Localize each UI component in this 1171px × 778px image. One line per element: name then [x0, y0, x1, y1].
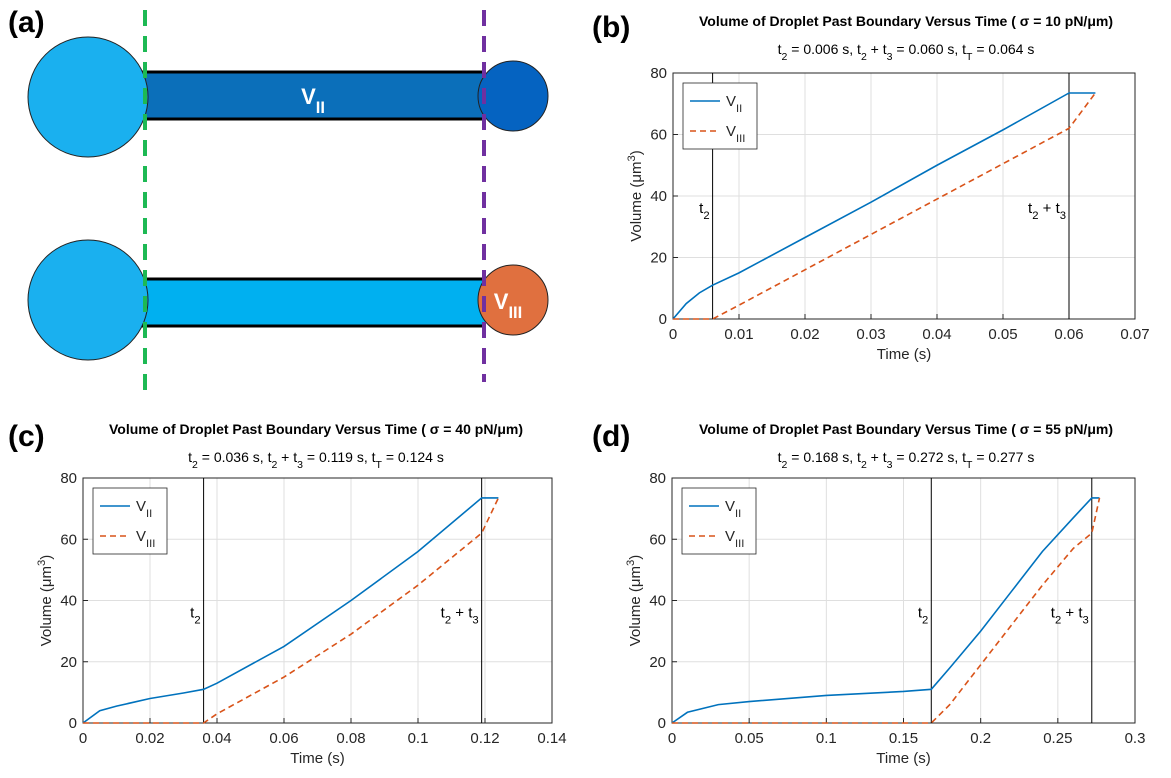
y-axis-label: Volume (μm3)	[626, 150, 645, 242]
x-tick-label: 0	[79, 730, 87, 747]
chart-subtitle: t2 = 0.006 s, t2 + t3 = 0.060 s, tT = 0.…	[778, 41, 1035, 63]
y-tick-label: 80	[650, 65, 667, 82]
series-line	[672, 92, 1096, 320]
y-tick-label: 20	[60, 654, 77, 671]
x-tick-label: 0.02	[790, 326, 819, 343]
diagram: (a) VII VIII	[8, 6, 549, 400]
chart-title: Volume of Droplet Past Boundary Versus T…	[699, 13, 1113, 29]
axes-box	[82, 477, 553, 724]
x-tick-label: 0.02	[135, 730, 164, 747]
x-tick-label: 0.04	[202, 730, 231, 747]
y-tick-label: 20	[649, 654, 666, 671]
legend-label: VIII	[725, 528, 744, 550]
panel-label: (b)	[592, 11, 630, 44]
chart-subtitle: t2 = 0.168 s, t2 + t3 = 0.272 s, tT = 0.…	[778, 449, 1035, 471]
x-axis-label: Time (s)	[290, 750, 344, 767]
chart: (d) Volume of Droplet Past Boundary Versu…	[592, 420, 1145, 767]
x-tick-label: 0.1	[816, 730, 837, 747]
droplet	[477, 60, 549, 132]
chart-subtitle: t2 = 0.036 s, t2 + t3 = 0.119 s, tT = 0.…	[188, 449, 444, 471]
legend	[681, 487, 757, 555]
y-tick-label: 0	[659, 311, 667, 328]
y-tick-label: 20	[650, 250, 667, 267]
x-tick-label: 0.06	[1054, 326, 1083, 343]
legend-label: VII	[136, 498, 152, 520]
series-line	[673, 92, 1097, 320]
series-line	[82, 497, 499, 724]
x-tick-label: 0.1	[408, 730, 429, 747]
x-tick-label: 0	[669, 326, 677, 343]
y-tick-label: 80	[649, 470, 666, 487]
channel	[140, 279, 485, 326]
y-tick-label: 80	[60, 470, 77, 487]
y-axis-label: Volume (μm3)	[625, 555, 644, 647]
legend-label: VIII	[726, 123, 745, 145]
x-tick-label: 0.07	[1120, 326, 1149, 343]
panel-label: (d)	[592, 420, 630, 453]
y-tick-label: 0	[69, 715, 77, 732]
panel-label: (a)	[8, 6, 45, 39]
channel	[140, 72, 485, 119]
marker-label: t2	[190, 605, 200, 627]
x-axis-label: Time (s)	[877, 346, 931, 363]
x-tick-label: 0.14	[537, 730, 566, 747]
x-axis-label: Time (s)	[876, 750, 930, 767]
droplet	[27, 239, 149, 361]
y-tick-label: 40	[60, 593, 77, 610]
legend	[682, 82, 758, 150]
droplet	[27, 36, 149, 158]
y-axis-label: Volume (μm3)	[36, 555, 55, 647]
legend	[92, 487, 168, 555]
x-tick-label: 0.05	[735, 730, 764, 747]
x-tick-label: 0.25	[1043, 730, 1072, 747]
chart-title: Volume of Droplet Past Boundary Versus T…	[109, 421, 523, 437]
y-tick-label: 40	[650, 188, 667, 205]
x-tick-label: 0.03	[856, 326, 885, 343]
x-tick-label: 0.05	[988, 326, 1017, 343]
legend-label: VIII	[136, 528, 155, 550]
x-tick-label: 0.04	[922, 326, 951, 343]
x-tick-label: 0.08	[336, 730, 365, 747]
chart: (b) Volume of Droplet Past Boundary Versu…	[592, 11, 1150, 363]
region-label: VIII	[494, 289, 522, 322]
legend-label: VII	[725, 498, 741, 520]
x-tick-label: 0	[668, 730, 676, 747]
axes-box	[672, 72, 1136, 320]
x-tick-label: 0.01	[724, 326, 753, 343]
y-tick-label: 40	[649, 593, 666, 610]
y-tick-label: 0	[658, 715, 666, 732]
x-tick-label: 0.06	[269, 730, 298, 747]
y-tick-label: 60	[649, 531, 666, 548]
marker-label: t2 + t3	[1028, 200, 1066, 222]
droplet	[477, 264, 549, 336]
series-line	[672, 497, 1101, 724]
x-tick-label: 0.2	[970, 730, 991, 747]
legend-label: VII	[726, 93, 742, 115]
region-label: VII	[301, 84, 325, 117]
marker-label: t2	[918, 605, 928, 627]
x-tick-label: 0.15	[889, 730, 918, 747]
series-line	[83, 497, 500, 724]
y-tick-label: 60	[650, 127, 667, 144]
marker-label: t2 + t3	[1051, 605, 1089, 627]
x-tick-label: 0.12	[470, 730, 499, 747]
panel-label: (c)	[8, 420, 45, 453]
marker-label: t2 + t3	[441, 605, 479, 627]
y-tick-label: 60	[60, 531, 77, 548]
chart-title: Volume of Droplet Past Boundary Versus T…	[699, 421, 1113, 437]
marker-label: t2	[699, 200, 709, 222]
x-tick-label: 0.3	[1125, 730, 1146, 747]
chart: (c) Volume of Droplet Past Boundary Versu…	[8, 420, 567, 767]
series-line	[671, 497, 1100, 724]
